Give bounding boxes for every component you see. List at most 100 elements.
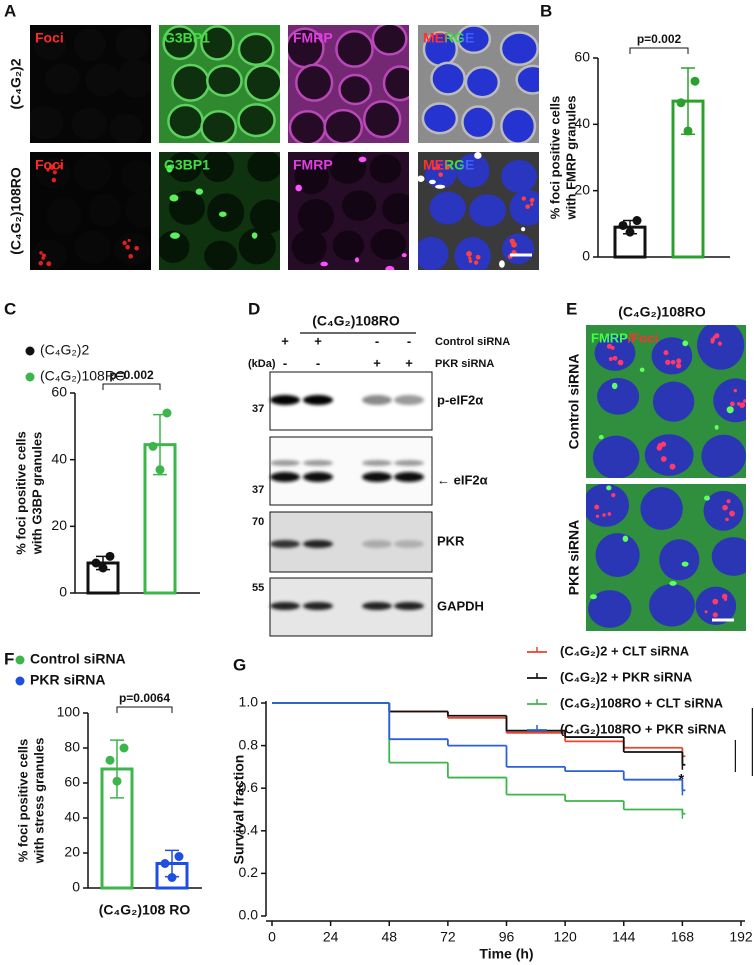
cell-nucleus — [454, 237, 491, 270]
cell-nucleus — [74, 230, 111, 264]
p-bracket — [102, 383, 161, 390]
band — [394, 395, 424, 405]
cell-nucleus — [323, 108, 364, 143]
cell-nucleus — [171, 63, 210, 102]
y-axis-label: Survival fraction — [231, 755, 247, 865]
x-tick-label: 192 — [729, 929, 753, 945]
band — [303, 395, 333, 405]
band — [394, 460, 424, 466]
focus-dot — [743, 399, 746, 403]
cell-nucleus — [502, 233, 535, 265]
cell-nucleus — [701, 434, 746, 478]
channel-label: FMRP — [293, 30, 333, 46]
kda-unit: (kDa) — [248, 358, 276, 370]
x-tick-label: 0 — [268, 929, 276, 945]
focus-dot — [42, 253, 46, 258]
cell-nucleus — [501, 159, 537, 193]
x-tick-label: 168 — [671, 929, 695, 945]
band — [270, 540, 300, 548]
cell-nucleus — [651, 337, 693, 375]
data-point — [625, 227, 635, 237]
focus-dot — [52, 170, 57, 175]
granule — [589, 594, 597, 600]
cell-nucleus — [382, 65, 409, 102]
data-point — [112, 776, 122, 786]
focus-dot — [739, 402, 745, 408]
y-tick-label: 80 — [64, 739, 80, 755]
cell-nucleus — [295, 63, 334, 102]
focus-dot — [729, 510, 736, 517]
focus-dot — [436, 166, 441, 171]
focus-dot — [530, 197, 535, 202]
focus-dot — [670, 359, 676, 365]
cell-nucleus — [369, 153, 402, 184]
cell-nucleus — [461, 105, 496, 140]
focus-dot — [610, 345, 615, 350]
y-axis-label: with G3BP granules — [29, 432, 44, 556]
legend-label: (C₄G₂)108RO + CLT siRNA — [560, 695, 724, 710]
channel-label: FMRP — [293, 157, 333, 173]
focus-dot — [602, 513, 606, 517]
cell-nucleus — [46, 197, 82, 235]
focus-dot — [723, 504, 727, 509]
granule — [498, 260, 505, 268]
cell-nucleus — [89, 193, 122, 227]
granule — [354, 257, 360, 263]
band — [362, 460, 392, 466]
row-label: (C₄G₂)108RO — [8, 167, 24, 255]
legend-label: (C₄G₂)108RO + PKR siRNA — [560, 721, 727, 736]
condition-label: Control siRNA — [435, 336, 510, 348]
band-label: PKR — [437, 533, 465, 548]
band — [270, 395, 300, 405]
cell-nucleus — [288, 109, 327, 143]
granule — [598, 434, 604, 440]
granule — [681, 561, 689, 567]
x-tick-label: 120 — [553, 929, 577, 945]
data-point — [160, 859, 170, 868]
cell-nucleus — [294, 159, 329, 195]
band-label: p-eIF2α — [437, 392, 483, 407]
cell-nucleus — [713, 378, 746, 423]
x-axis-label: Time (h) — [479, 946, 533, 962]
cell-nucleus — [45, 63, 80, 95]
granule — [385, 265, 395, 270]
panel-letter: D — [248, 299, 260, 318]
data-point — [155, 465, 165, 475]
cell-nucleus — [469, 194, 506, 227]
channel-label: Foci — [35, 157, 64, 173]
band — [362, 602, 392, 610]
focus-dot — [57, 164, 62, 169]
kda-marker: 70 — [252, 516, 264, 528]
focus-dot — [46, 168, 50, 172]
data-point — [632, 216, 642, 226]
cell-nucleus — [500, 107, 537, 143]
band — [362, 472, 392, 482]
data-point — [148, 441, 158, 451]
channel-label: G3BP1 — [164, 30, 210, 46]
granule — [704, 495, 710, 501]
cell-nucleus — [124, 191, 151, 228]
cell-nucleus — [338, 73, 373, 106]
focus-dot — [46, 261, 52, 267]
focus-dot — [468, 259, 473, 263]
channel-label: Foci — [35, 30, 64, 46]
cell-nucleus — [362, 100, 402, 139]
p-value: p=0.002 — [109, 368, 154, 382]
focus-dot — [733, 388, 737, 393]
legend-marker — [25, 346, 35, 356]
granule — [428, 179, 436, 185]
y-tick-label: 0 — [582, 248, 590, 264]
kda-marker: 55 — [252, 582, 264, 594]
y-tick-label: 0.0 — [239, 907, 259, 923]
y-axis-label: % foci positive cells — [547, 96, 562, 220]
cell-nucleus — [456, 25, 492, 55]
y-tick-label: 20 — [51, 517, 67, 533]
row-label: Control siRNA — [566, 354, 582, 450]
micrograph — [418, 152, 539, 270]
focus-dot — [530, 202, 534, 206]
cell-nucleus — [71, 107, 108, 141]
cell-nucleus — [421, 102, 459, 135]
granule — [169, 194, 179, 202]
cell-nucleus — [244, 64, 280, 102]
row-label: PKR siRNA — [566, 520, 582, 595]
